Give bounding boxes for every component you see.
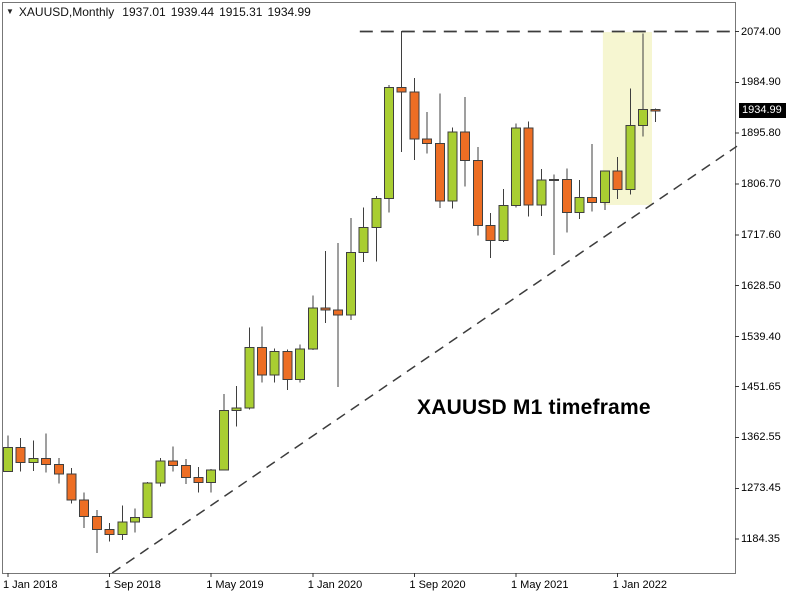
candle-body — [587, 196, 598, 203]
candle-body — [460, 131, 471, 162]
x-axis-label: 1 Jan 2022 — [612, 579, 668, 591]
y-axis-label: 1539.40 — [741, 330, 781, 343]
x-axis-label: 1 Sep 2018 — [104, 579, 161, 591]
x-axis-label: 1 Jan 2018 — [3, 579, 58, 591]
candle-body — [345, 252, 356, 316]
candle-body — [358, 227, 369, 254]
candle-body — [79, 499, 90, 517]
x-axis-label: 1 Jan 2020 — [307, 579, 363, 591]
ohlc-open: 1937.01 — [122, 5, 166, 19]
candle-body — [3, 446, 13, 473]
candle-body — [599, 170, 610, 203]
candle-body — [282, 351, 293, 381]
x-axis-label: 1 May 2019 — [206, 579, 264, 591]
x-axis-label: 1 Sep 2020 — [409, 579, 466, 591]
candle-body — [180, 465, 191, 479]
ohlc-high: 1939.44 — [170, 5, 215, 19]
candle-body — [371, 198, 382, 229]
candle-body — [168, 460, 179, 467]
symbol-dropdown-icon[interactable]: ▼ — [6, 7, 14, 16]
candle-body — [574, 196, 585, 213]
ohlc-close: 1934.99 — [267, 5, 311, 19]
candle-body — [193, 477, 204, 484]
y-axis-label: 1362.55 — [741, 431, 781, 444]
candle-body — [498, 204, 509, 242]
candle-body — [638, 109, 648, 127]
candle-body — [523, 127, 534, 206]
y-axis-label: 1628.50 — [741, 279, 781, 292]
candle-body — [396, 86, 407, 93]
candle-body — [91, 515, 102, 531]
candle-body — [269, 351, 280, 376]
candle-body — [472, 160, 483, 227]
ohlc-low: 1915.31 — [219, 5, 263, 19]
candle-body — [53, 463, 64, 475]
candle-body — [231, 407, 242, 412]
candle-body — [320, 307, 331, 311]
plot-area — [3, 30, 738, 573]
candle-body — [434, 142, 445, 202]
candle-body — [536, 179, 547, 206]
candle-body — [549, 178, 560, 181]
candle-body — [155, 460, 166, 484]
candle-body — [625, 125, 636, 190]
candle-body — [142, 482, 153, 518]
candle-body — [384, 86, 394, 200]
candle-body — [612, 170, 623, 190]
plot-frame — [2, 2, 736, 574]
chart-annotation-text: XAUUSD M1 timeframe — [417, 396, 651, 419]
y-axis-label: 1451.65 — [741, 380, 781, 393]
candle-body — [333, 309, 344, 316]
y-axis-label: 1984.90 — [741, 76, 781, 89]
candle-body — [257, 346, 267, 376]
y-axis-label: 1806.70 — [741, 178, 781, 191]
chart-symbol-timeframe: XAUUSD,Monthly — [18, 5, 115, 19]
candle-body — [244, 346, 255, 409]
y-axis-label: 1717.60 — [741, 228, 781, 241]
candle-body — [422, 138, 433, 144]
candle-body — [28, 458, 39, 464]
candle-body — [447, 131, 458, 202]
candle-body — [206, 469, 217, 484]
candle-body — [409, 91, 420, 140]
candle-body — [66, 473, 77, 501]
candle-body — [104, 529, 115, 535]
current-price-label: 1934.99 — [739, 102, 786, 118]
candle-body — [650, 109, 661, 112]
candle-body — [561, 178, 572, 213]
candle-body — [218, 410, 229, 471]
candle-body — [117, 521, 128, 535]
candle-body — [307, 307, 318, 350]
candle-body — [15, 446, 26, 464]
y-axis-label: 1895.80 — [741, 127, 781, 140]
candle-body — [511, 127, 521, 206]
candle-body — [485, 225, 496, 242]
candle-body — [295, 348, 306, 381]
candle-body — [130, 516, 140, 523]
candle-body — [41, 458, 52, 465]
y-axis-label: 2074.00 — [741, 25, 781, 38]
chart-header: ▼ XAUUSD,Monthly 1937.01 1939.44 1915.31… — [6, 5, 316, 19]
y-axis-label: 1184.35 — [741, 533, 780, 546]
y-axis-label: 1273.45 — [741, 482, 781, 495]
x-axis-label: 1 May 2021 — [511, 579, 569, 591]
trendline-dashed[interactable] — [111, 145, 738, 573]
